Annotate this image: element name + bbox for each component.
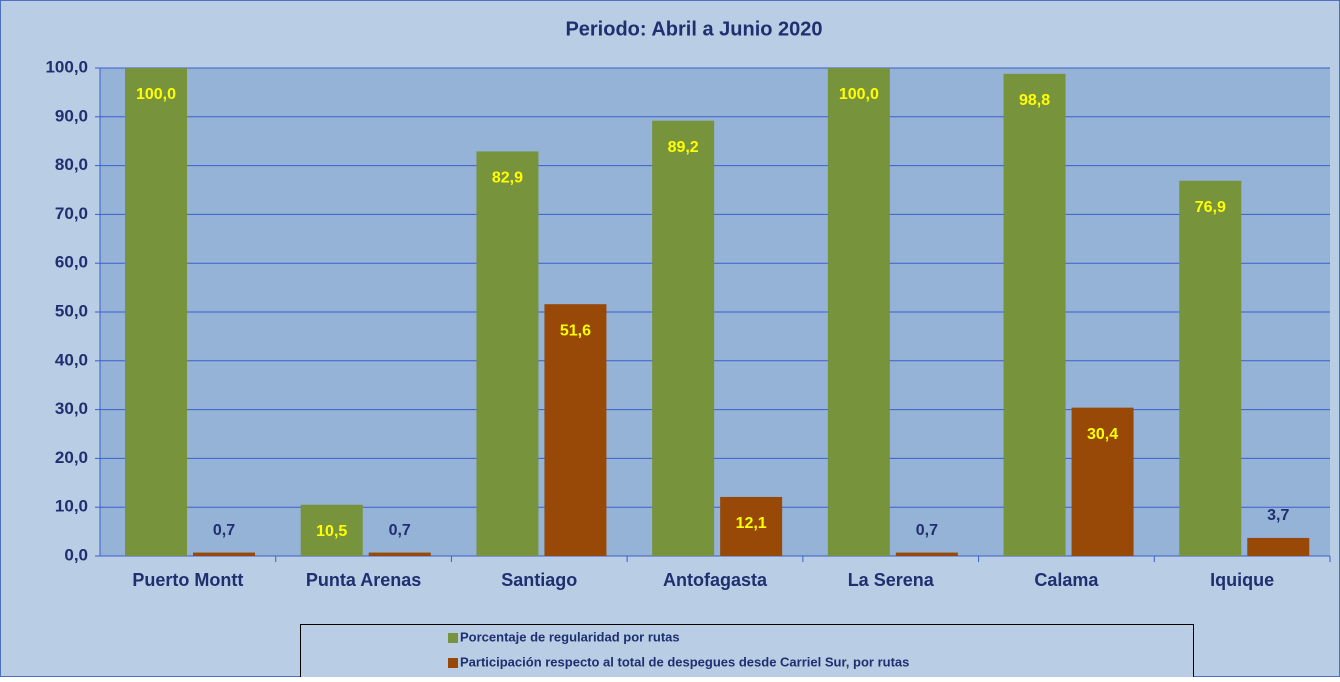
chart-title: Periodo: Abril a Junio 2020	[565, 18, 822, 40]
data-label: 51,6	[560, 322, 591, 339]
y-tick-label: 50,0	[55, 301, 88, 320]
bar	[827, 68, 890, 556]
bar	[193, 552, 255, 556]
x-tick-label: Puerto Montt	[132, 570, 243, 590]
data-label: 100,0	[839, 86, 879, 103]
y-tick-label: 40,0	[55, 350, 88, 369]
x-tick-label: Punta Arenas	[306, 570, 421, 590]
bar	[895, 552, 958, 556]
data-label: 3,7	[1267, 507, 1289, 524]
y-tick-label: 10,0	[55, 497, 88, 516]
legend-label: Porcentaje de regularidad por rutas	[460, 629, 680, 644]
legend	[300, 624, 1194, 682]
bar	[1247, 537, 1310, 556]
x-tick-label: La Serena	[848, 570, 935, 590]
bar	[476, 151, 539, 556]
y-tick-label: 20,0	[55, 448, 88, 467]
legend-swatch	[448, 633, 458, 643]
legend-swatch	[448, 658, 458, 668]
y-tick-label: 60,0	[55, 253, 88, 272]
data-label: 89,2	[668, 139, 699, 156]
bar	[720, 496, 783, 556]
y-tick-label: 80,0	[55, 155, 88, 174]
bar	[1179, 180, 1242, 556]
bar	[368, 552, 431, 556]
data-label: 12,1	[736, 515, 767, 532]
y-tick-label: 70,0	[55, 204, 88, 223]
data-label: 76,9	[1195, 199, 1226, 216]
bar	[544, 304, 607, 556]
x-tick-label: Antofagasta	[663, 570, 768, 590]
data-label: 30,4	[1087, 426, 1118, 443]
bar	[1071, 407, 1134, 556]
x-tick-label: Iquique	[1210, 570, 1274, 590]
data-label: 82,9	[492, 170, 523, 187]
data-label: 0,7	[389, 522, 411, 539]
bar	[652, 120, 715, 556]
x-tick-label: Santiago	[501, 570, 577, 590]
data-label: 10,5	[316, 523, 347, 540]
y-tick-label: 90,0	[55, 106, 88, 125]
y-tick-label: 100,0	[45, 57, 88, 76]
bar	[1003, 73, 1066, 556]
data-label: 0,7	[916, 522, 938, 539]
y-tick-label: 30,0	[55, 399, 88, 418]
y-tick-label: 0,0	[64, 545, 88, 564]
data-label: 0,7	[213, 522, 235, 539]
x-tick-label: Calama	[1034, 570, 1099, 590]
legend-label: Participación respecto al total de despe…	[460, 654, 909, 669]
bar	[125, 68, 187, 556]
bar	[300, 504, 363, 556]
data-label: 100,0	[136, 86, 176, 103]
data-label: 98,8	[1019, 92, 1050, 109]
